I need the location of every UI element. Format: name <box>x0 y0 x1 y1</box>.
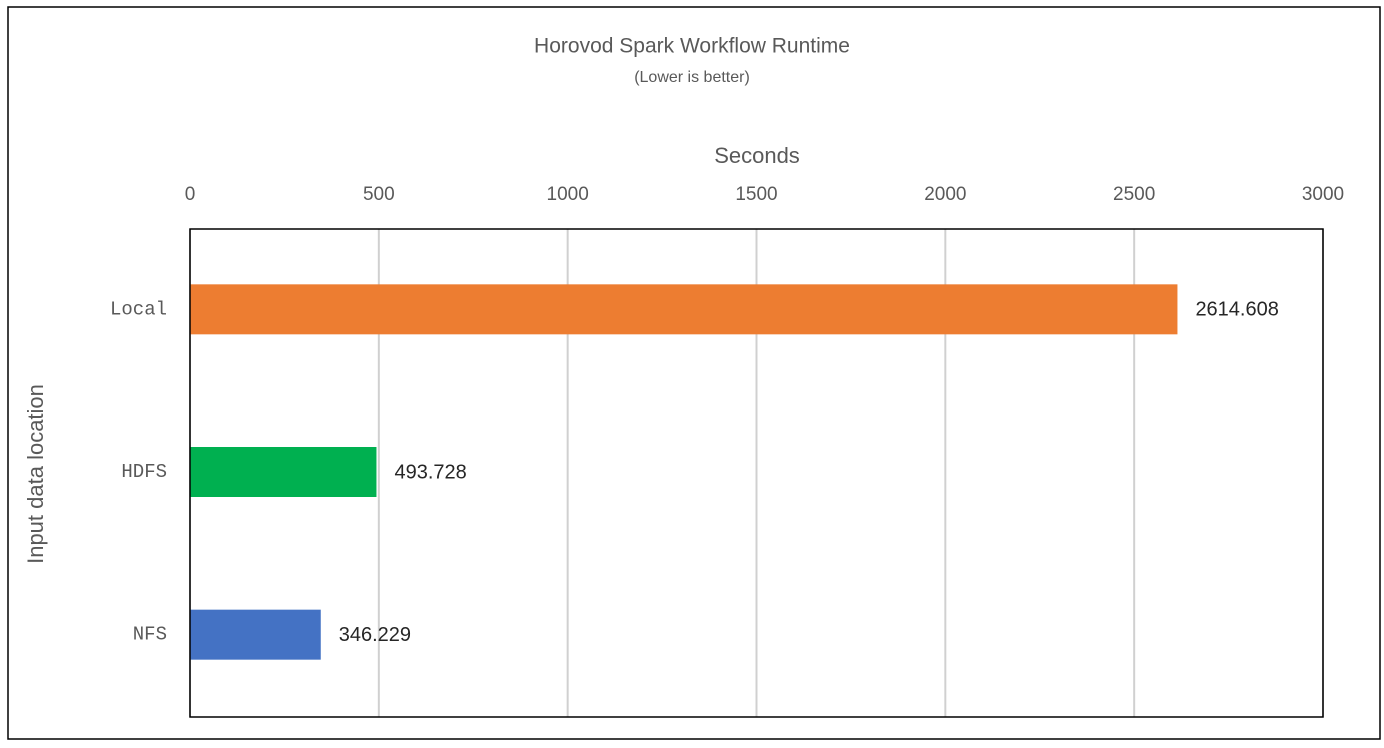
x-tick-label: 2000 <box>924 184 966 205</box>
x-tick-label: 0 <box>185 184 196 205</box>
y-axis-label: Input data location <box>23 384 48 564</box>
y-tick-label: HDFS <box>121 461 167 483</box>
data-label: 2614.608 <box>1195 299 1278 321</box>
data-label: 346.229 <box>339 624 411 646</box>
x-tick-label: 2500 <box>1113 184 1155 205</box>
bar <box>190 284 1178 335</box>
plot-border <box>189 228 1324 718</box>
x-tick-label: 1000 <box>547 184 589 205</box>
x-tick-label: 500 <box>363 184 395 205</box>
y-tick-label: Local <box>110 298 167 320</box>
bar <box>190 447 377 497</box>
data-label: 493.728 <box>394 461 466 483</box>
outer-border <box>7 6 1381 740</box>
bar <box>190 609 321 660</box>
x-tick-label: 1500 <box>735 184 777 205</box>
chart-title: Horovod Spark Workflow Runtime <box>534 35 850 58</box>
y-tick-label: NFS <box>133 624 167 646</box>
x-axis-label: Seconds <box>714 143 800 168</box>
chart-subtitle: (Lower is better) <box>634 69 750 86</box>
x-tick-label: 3000 <box>1302 184 1344 205</box>
